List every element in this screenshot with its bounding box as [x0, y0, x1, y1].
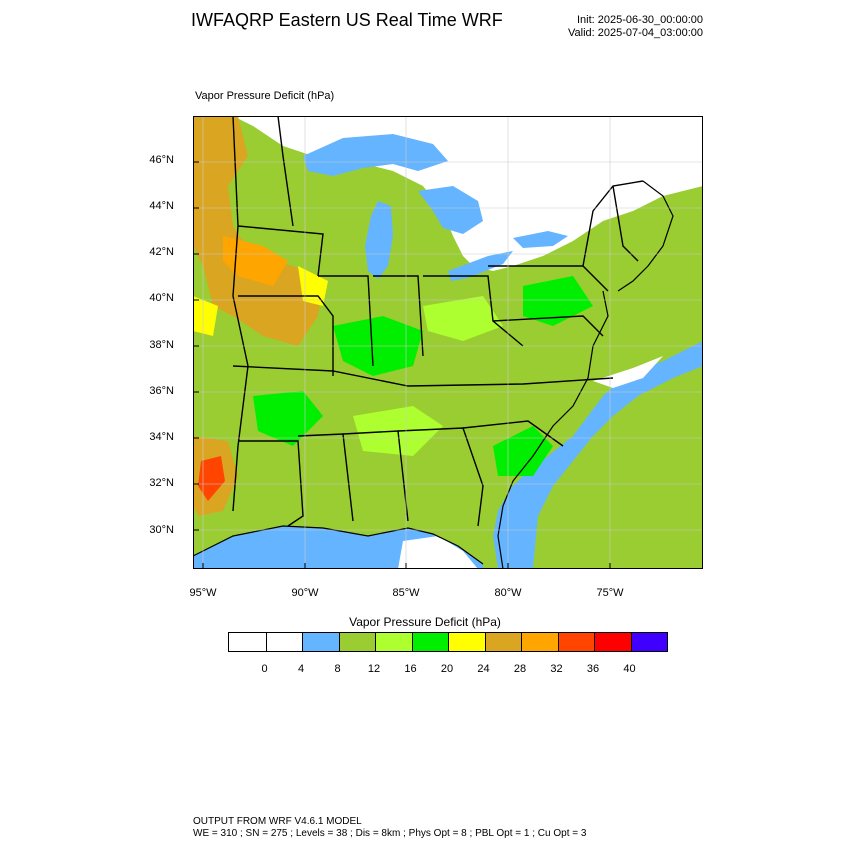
colorbar-title: Vapor Pressure Deficit (hPa) [349, 615, 501, 629]
init-time: Init: 2025-06-30_00:00:00 [577, 14, 703, 26]
colorbar-tick-label: 16 [404, 663, 417, 675]
lat-label: 40°N [149, 292, 174, 304]
lat-label: 46°N [149, 154, 174, 166]
lon-label: 90°W [291, 587, 319, 599]
lat-label: 30°N [149, 524, 174, 536]
colorbar-tick-label: 28 [513, 663, 527, 675]
graticule [193, 116, 703, 569]
lat-label: 34°N [149, 431, 174, 443]
lake-ontario [513, 231, 568, 248]
colorbar-swatch [448, 633, 485, 651]
colorbar-swatch [484, 633, 521, 651]
dry-zone-plains [193, 116, 323, 346]
footer-model-line: OUTPUT FROM WRF V4.6.1 MODEL [193, 816, 362, 827]
lake-superior [303, 134, 448, 176]
map-ticks [193, 161, 611, 569]
colorbar-tick-label: 36 [586, 663, 600, 675]
colorbar-swatch [229, 633, 266, 651]
colorbar-swatch [521, 633, 558, 651]
colorbar-swatch [557, 633, 594, 651]
colorbar-swatch [265, 633, 302, 651]
lat-label: 42°N [149, 246, 174, 258]
colorbar-tick-label: 32 [550, 663, 563, 675]
valid-time: Valid: 2025-07-04_03:00:00 [568, 27, 703, 39]
colorbar [228, 632, 668, 652]
colorbar-tick-label: 20 [440, 663, 454, 675]
colorbar-tick-label: 4 [297, 663, 305, 675]
colorbar-swatch [375, 633, 412, 651]
footer-config-line: WE = 310 ; SN = 275 ; Levels = 38 ; Dis … [193, 828, 587, 839]
map-frame [193, 116, 703, 569]
vpd-map [193, 116, 703, 569]
colorbar-tick-label: 24 [477, 663, 490, 675]
lake-erie [448, 251, 513, 281]
atlantic-coastline [497, 290, 609, 569]
colorbar-swatch [302, 633, 339, 651]
colorbar-swatch [411, 633, 448, 651]
lat-label: 36°N [149, 385, 174, 397]
colorbar-swatch [594, 633, 631, 651]
page-title: IWFAQRP Eastern US Real Time WRF [191, 10, 503, 30]
lon-label: 80°W [494, 587, 522, 599]
colorbar-tick-label: 40 [623, 663, 636, 675]
ocean-sliver [533, 366, 703, 569]
colorbar-swatch [338, 633, 375, 651]
lake-huron [418, 186, 483, 234]
new-england-coastline [617, 180, 674, 292]
colorbar-swatch [630, 633, 667, 651]
lat-label: 32°N [149, 477, 174, 489]
map-field-label: Vapor Pressure Deficit (hPa) [195, 90, 335, 102]
lat-label: 38°N [149, 339, 174, 351]
lon-label: 95°W [189, 587, 217, 599]
colorbar-tick-label: 12 [367, 663, 381, 675]
lake-michigan [365, 201, 393, 279]
gulf-coastline [193, 525, 484, 565]
lat-label: 44°N [149, 200, 174, 212]
colorbar-tick-label: 0 [261, 663, 268, 675]
lon-label: 75°W [596, 587, 624, 599]
colorbar-tick-label: 8 [334, 663, 341, 675]
lon-label: 85°W [392, 587, 420, 599]
